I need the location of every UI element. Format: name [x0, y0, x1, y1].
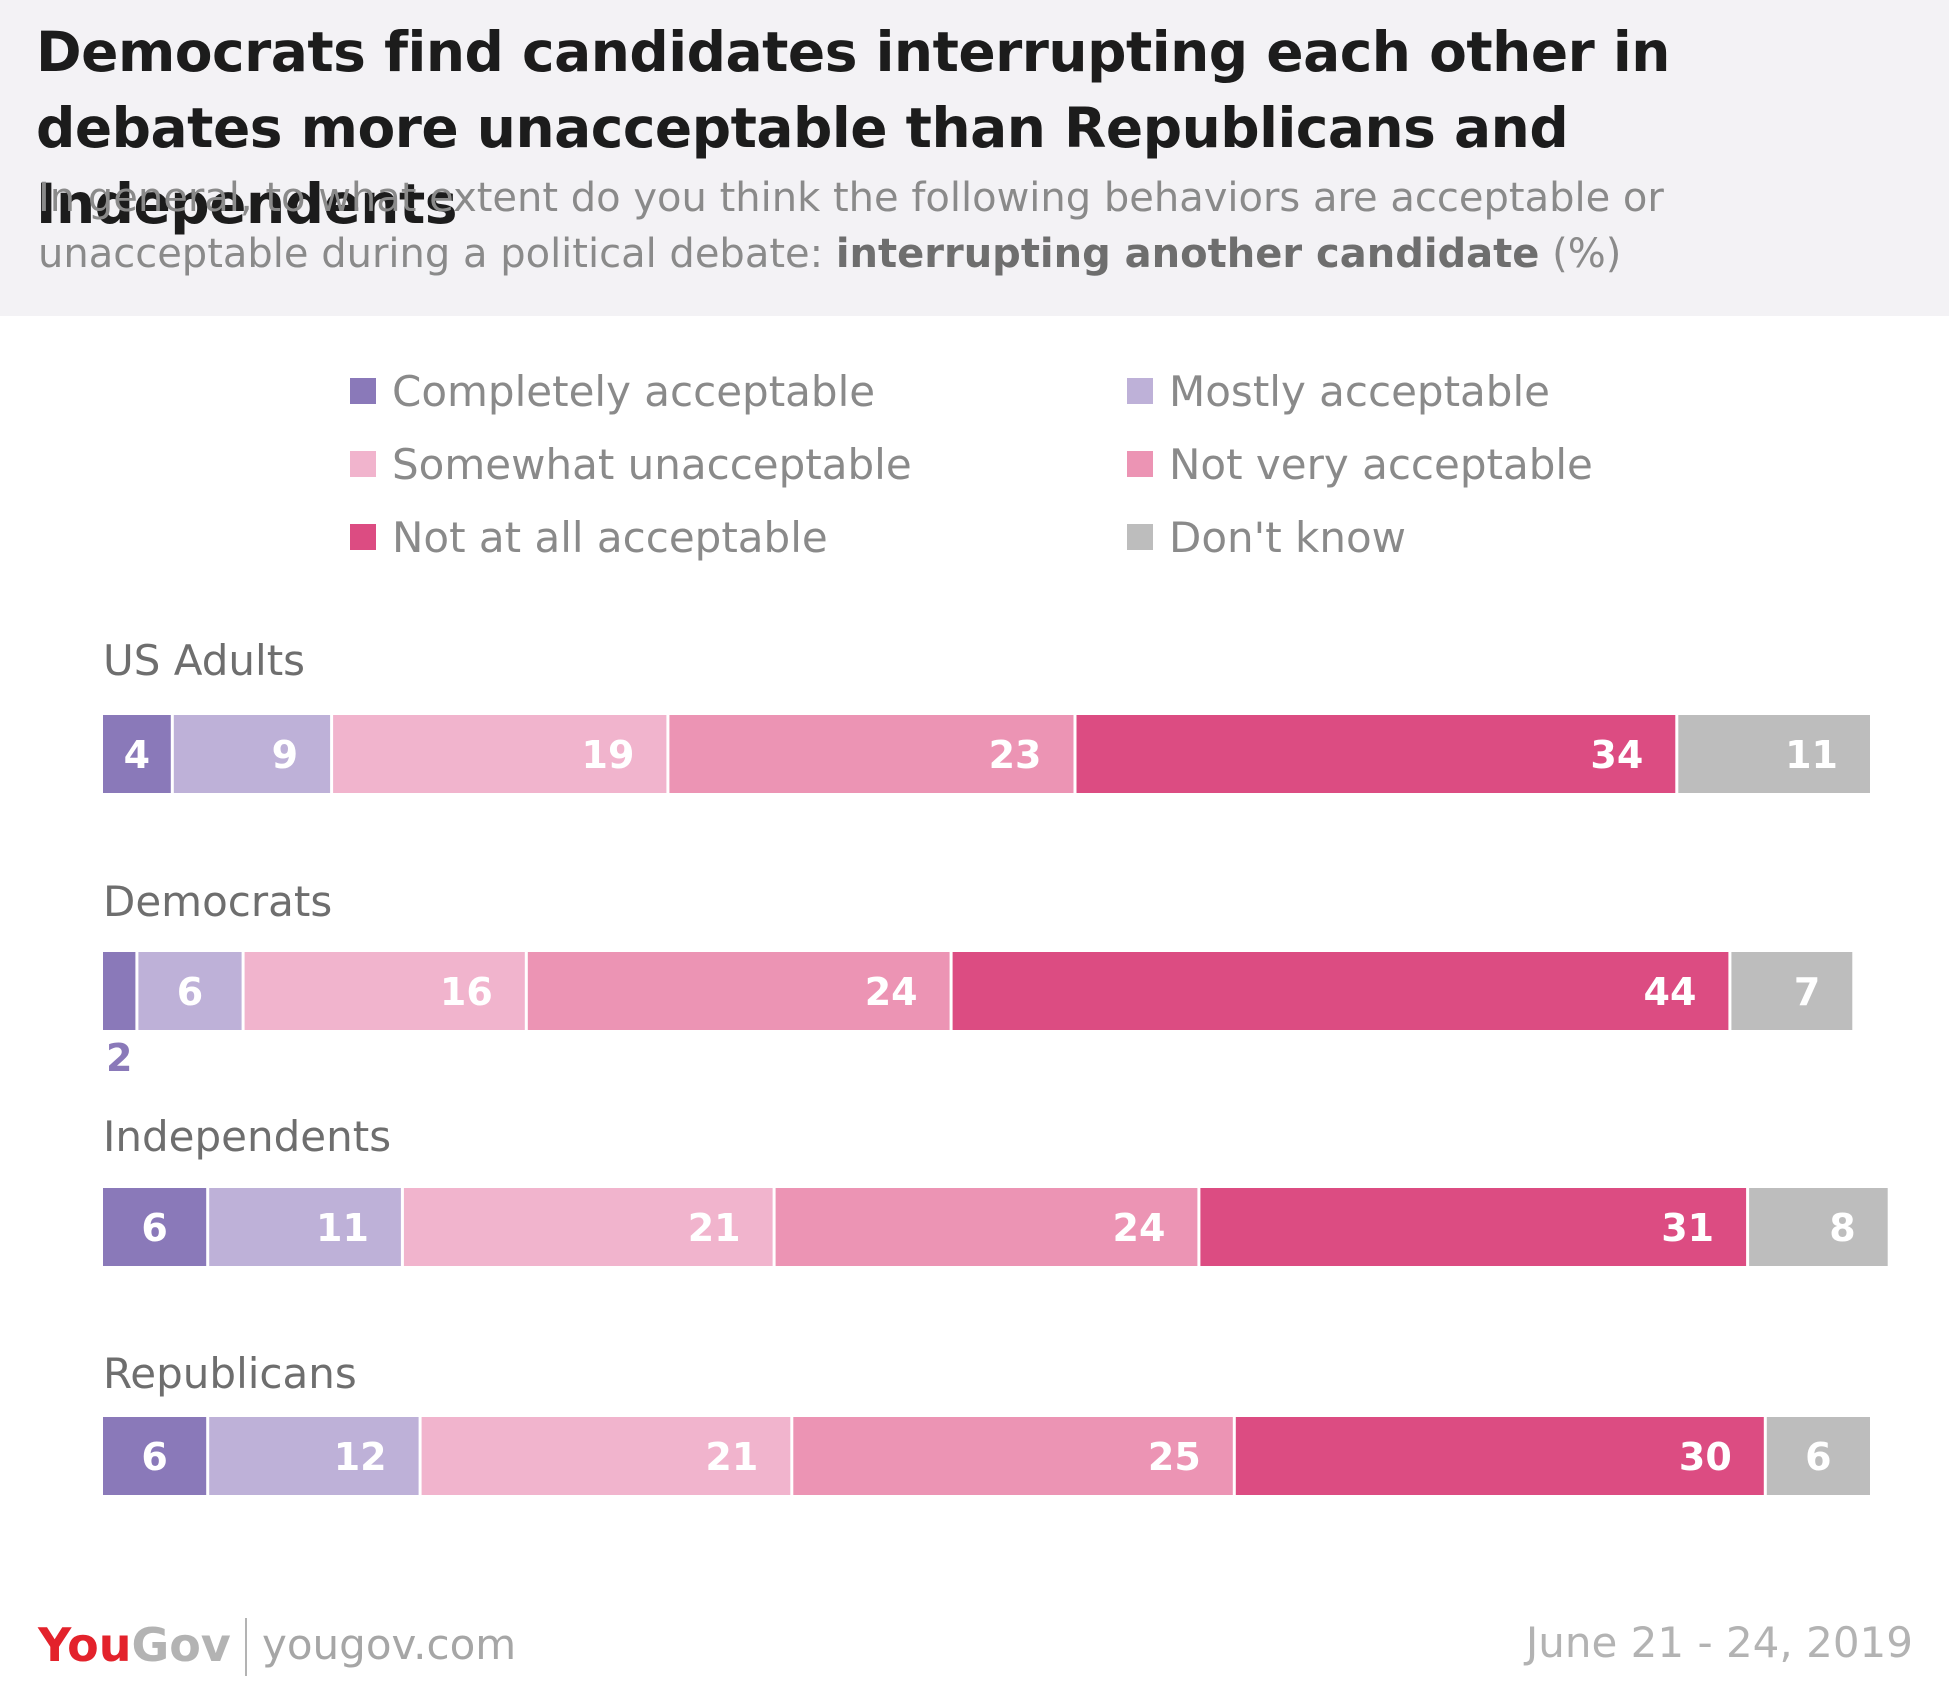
bar-independents-not-at-all-acceptable	[1200, 1188, 1747, 1266]
bar-independents-completely-acceptable	[103, 1188, 207, 1266]
legend-swatch	[350, 524, 376, 550]
bar-republicans-mostly-acceptable	[209, 1417, 419, 1495]
bar-democrats-not-at-all-acceptable	[952, 952, 1729, 1030]
data-label-independents-completely-acceptable: 6	[141, 1206, 167, 1250]
subtitle-emphasis: interrupting another candidate	[835, 231, 1540, 277]
bar-republicans-don-t-know	[1766, 1417, 1870, 1495]
group-label-democrats: Democrats	[103, 877, 333, 926]
bar-democrats-not-very-acceptable	[527, 952, 950, 1030]
bar-democrats-somewhat-unacceptable	[244, 952, 525, 1030]
data-label-us-adults-completely-acceptable: 4	[124, 733, 150, 777]
bar-independents-mostly-acceptable	[209, 1188, 401, 1266]
legend-item-completely-acceptable: Completely acceptable	[350, 366, 875, 416]
legend-swatch	[1127, 378, 1153, 404]
bar-democrats-don-t-know	[1731, 952, 1853, 1030]
data-label-us-adults-not-at-all-acceptable: 34	[1590, 733, 1643, 777]
legend-swatch	[1127, 524, 1153, 550]
chart-title: Democrats find candidates interrupting e…	[36, 20, 1670, 236]
subtitle-suffix: (%)	[1539, 231, 1622, 277]
bar-democrats-completely-acceptable	[103, 952, 136, 1030]
data-label-democrats-completely-acceptable: 2	[106, 1036, 132, 1080]
legend-item-somewhat-unacceptable: Somewhat unacceptable	[350, 439, 912, 489]
bar-independents-somewhat-unacceptable	[403, 1188, 773, 1266]
legend-swatch	[350, 378, 376, 404]
data-label-democrats-somewhat-unacceptable: 16	[440, 970, 493, 1014]
data-label-independents-don-t-know: 8	[1829, 1206, 1855, 1250]
legend-label: Somewhat unacceptable	[392, 439, 912, 489]
data-label-us-adults-mostly-acceptable: 9	[272, 733, 298, 777]
legend-label: Mostly acceptable	[1169, 366, 1550, 416]
legend-swatch	[350, 451, 376, 477]
bar-us-adults-completely-acceptable	[103, 715, 171, 793]
group-label-us-adults: US Adults	[103, 636, 306, 685]
bar-us-adults-not-at-all-acceptable	[1076, 715, 1676, 793]
bar-republicans-completely-acceptable	[103, 1417, 207, 1495]
subtitle-text: In general, to what extent do you think …	[38, 175, 1664, 277]
bar-us-adults-mostly-acceptable	[173, 715, 331, 793]
data-label-republicans-mostly-acceptable: 12	[334, 1435, 387, 1479]
data-label-democrats-not-very-acceptable: 24	[865, 970, 918, 1014]
footer-divider	[245, 1618, 247, 1676]
group-label-independents: Independents	[103, 1112, 392, 1161]
legend-label: Completely acceptable	[392, 366, 876, 416]
legend-label: Not very acceptable	[1169, 439, 1593, 489]
data-label-independents-not-very-acceptable: 24	[1113, 1206, 1166, 1250]
bar-democrats-mostly-acceptable	[138, 952, 242, 1030]
data-label-republicans-somewhat-unacceptable: 21	[705, 1435, 758, 1479]
data-label-democrats-mostly-acceptable: 6	[177, 970, 203, 1014]
legend-swatch	[1127, 451, 1153, 477]
data-label-republicans-completely-acceptable: 6	[141, 1435, 167, 1479]
data-label-republicans-not-very-acceptable: 25	[1148, 1435, 1201, 1479]
legend-item-not-very-acceptable: Not very acceptable	[1127, 439, 1593, 489]
data-label-us-adults-somewhat-unacceptable: 19	[582, 733, 635, 777]
bar-republicans-not-very-acceptable	[793, 1417, 1233, 1495]
legend-item-dont-know: Don't know	[1127, 512, 1406, 562]
data-label-independents-not-at-all-acceptable: 31	[1661, 1206, 1714, 1250]
yougov-logo: YouGov	[38, 1618, 231, 1672]
data-label-republicans-not-at-all-acceptable: 30	[1679, 1435, 1732, 1479]
footer-date: June 21 - 24, 2019	[1525, 1618, 1913, 1667]
bar-independents-not-very-acceptable	[775, 1188, 1198, 1266]
legend-label: Not at all acceptable	[392, 512, 828, 562]
bar-us-adults-not-very-acceptable	[669, 715, 1074, 793]
group-label-republicans: Republicans	[103, 1349, 357, 1398]
header-panel: Democrats find candidates interrupting e…	[0, 0, 1949, 316]
footer-url: yougov.com	[262, 1620, 517, 1669]
bar-republicans-somewhat-unacceptable	[421, 1417, 791, 1495]
bar-us-adults-don-t-know	[1678, 715, 1870, 793]
data-label-us-adults-don-t-know: 11	[1785, 733, 1838, 777]
legend-item-mostly-acceptable: Mostly acceptable	[1127, 366, 1550, 416]
chart-subtitle: In general, to what extent do you think …	[38, 170, 1918, 282]
data-label-republicans-don-t-know: 6	[1805, 1435, 1831, 1479]
legend-label: Don't know	[1169, 512, 1407, 562]
data-label-independents-mostly-acceptable: 11	[316, 1206, 369, 1250]
bar-us-adults-somewhat-unacceptable	[333, 715, 667, 793]
bar-republicans-not-at-all-acceptable	[1235, 1417, 1764, 1495]
data-label-independents-somewhat-unacceptable: 21	[688, 1206, 741, 1250]
legend-item-not-at-all-acceptable: Not at all acceptable	[350, 512, 828, 562]
bar-independents-don-t-know	[1749, 1188, 1888, 1266]
data-label-democrats-don-t-know: 7	[1794, 970, 1820, 1014]
data-label-us-adults-not-very-acceptable: 23	[989, 733, 1042, 777]
data-label-democrats-not-at-all-acceptable: 44	[1644, 970, 1697, 1014]
